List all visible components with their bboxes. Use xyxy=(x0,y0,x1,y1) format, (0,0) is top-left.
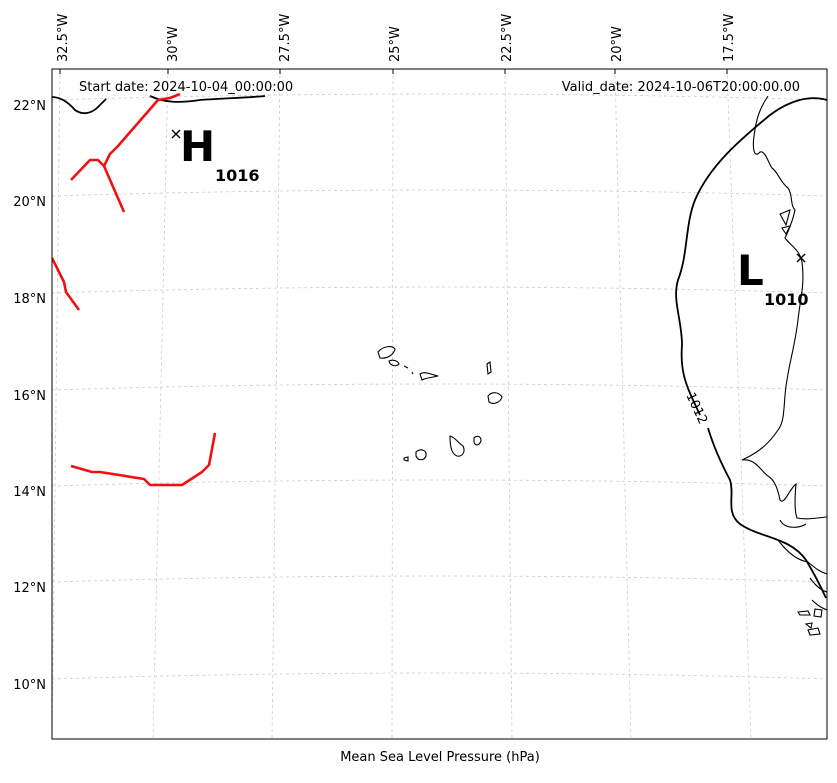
front-middle-left xyxy=(52,257,81,311)
isobar-1012 xyxy=(675,97,827,599)
isobar-top-left xyxy=(52,96,107,115)
isobar-top-center xyxy=(149,95,266,103)
lat-label-12n: 12°N xyxy=(13,581,46,596)
high-center-marker-icon xyxy=(171,129,181,139)
coast-guinea-bissau xyxy=(777,519,827,575)
lat-label-16n: 16°N xyxy=(13,389,46,404)
coast-guinea xyxy=(809,577,827,611)
coastlines xyxy=(377,95,827,636)
coast-africa xyxy=(741,95,827,520)
lon-label-30w: 30°W xyxy=(166,26,181,62)
latitude-labels: 22°N 20°N 18°N 16°N 14°N 12°N 10°N xyxy=(13,99,46,693)
lat-label-22n: 22°N xyxy=(13,99,46,114)
island-boa-vista xyxy=(487,392,503,404)
isobar-1012-label: 1012 xyxy=(682,390,710,426)
island-4 xyxy=(807,627,821,636)
front-lower-left xyxy=(70,432,217,487)
high-pressure-center: H 1016 xyxy=(171,122,260,185)
island-sal xyxy=(486,361,492,375)
start-date-label: Start date: 2024-10-04_00:00:00 xyxy=(79,80,293,95)
lon-label-22-5w: 22.5°W xyxy=(500,14,515,62)
map-area: 1012 xyxy=(52,69,827,739)
high-value: 1016 xyxy=(215,166,260,185)
lon-label-20w: 20°W xyxy=(610,26,625,62)
lat-label-10n: 10°N xyxy=(13,678,46,693)
map-frame xyxy=(51,68,828,740)
island-santa-luzia xyxy=(403,365,409,369)
isobars: 1012 xyxy=(52,95,827,599)
island-1 xyxy=(797,610,811,616)
front-upper-branch xyxy=(102,165,126,213)
low-value: 1010 xyxy=(764,290,809,309)
island-sao-vicente xyxy=(388,359,400,367)
island-branco xyxy=(411,371,414,375)
front-upper-left xyxy=(70,92,181,181)
low-letter: L xyxy=(737,246,764,295)
lat-label-14n: 14°N xyxy=(13,485,46,500)
lat-label-20n: 20°N xyxy=(13,195,46,210)
longitude-labels: 32.5°W 30°W 27.5°W 25°W 22.5°W 20°W 17.5… xyxy=(56,14,737,62)
high-letter: H xyxy=(180,122,215,171)
island-maio xyxy=(473,435,482,446)
lon-label-25w: 25°W xyxy=(388,26,403,62)
island-5 xyxy=(779,209,791,227)
island-2 xyxy=(813,608,823,618)
island-3 xyxy=(804,622,813,629)
graticule xyxy=(52,69,827,739)
low-pressure-center: L 1010 xyxy=(737,246,809,309)
island-sao-nicolau xyxy=(419,372,439,381)
lon-label-17-5w: 17.5°W xyxy=(722,14,737,62)
island-6 xyxy=(781,225,792,236)
lat-label-18n: 18°N xyxy=(13,292,46,307)
valid-date-label: Valid_date: 2024-10-06T20:00:00.00 xyxy=(562,80,800,95)
map-caption: Mean Sea Level Pressure (hPa) xyxy=(340,750,540,765)
lon-label-27-5w: 27.5°W xyxy=(278,14,293,62)
island-fogo xyxy=(415,449,427,461)
island-santiago xyxy=(449,435,465,457)
island-santo-antao xyxy=(377,346,396,359)
top-ticks xyxy=(59,69,728,74)
lon-label-32-5w: 32.5°W xyxy=(56,14,71,62)
low-center-marker-icon xyxy=(796,253,806,263)
island-brava xyxy=(403,456,409,462)
fronts xyxy=(52,92,217,487)
